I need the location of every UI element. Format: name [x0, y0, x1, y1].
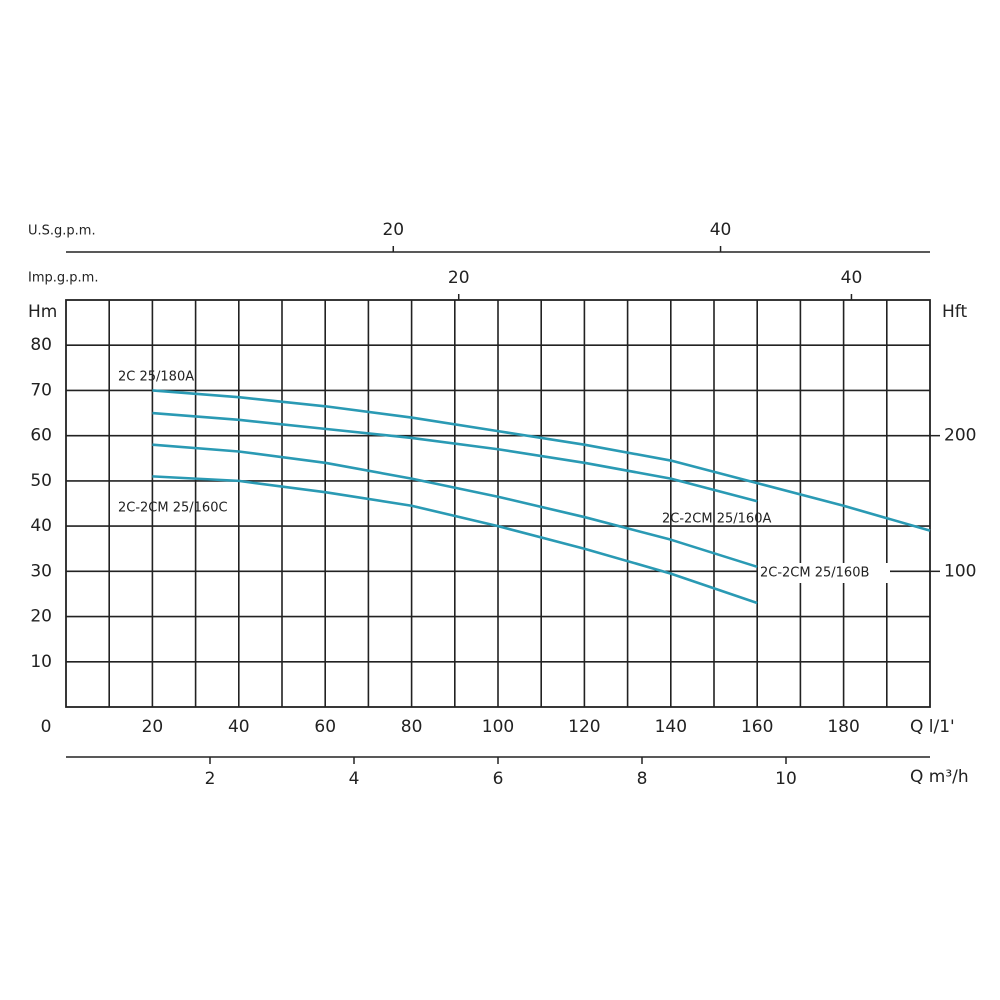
plot-frame — [65, 299, 931, 708]
y2-tick-label: 200 — [944, 426, 976, 446]
y-axis-label: Hm — [28, 302, 57, 322]
x-tick-label: 20 — [142, 717, 164, 737]
x-tick-label: 60 — [314, 717, 336, 737]
curve-label: 2C-2CM 25/160B — [760, 566, 869, 581]
curve — [152, 411, 758, 503]
y2-tick-label: 100 — [944, 561, 976, 581]
top-tick-label: 40 — [710, 220, 732, 240]
curve — [152, 443, 758, 569]
bottom-tick-label: 4 — [349, 769, 360, 789]
curve — [152, 475, 758, 605]
x-tick-label: 0 — [41, 717, 52, 737]
curve-label: 2C 25/180A — [118, 370, 194, 385]
x-axis-label: Q l/1' — [910, 717, 955, 737]
x-tick-label: 180 — [827, 717, 859, 737]
bottom-tick-label: 8 — [637, 769, 648, 789]
bottom-axis-label: Q m³/h — [910, 767, 969, 787]
curve — [152, 389, 931, 532]
y-tick-label: 40 — [30, 516, 52, 536]
top-tick-label: 20 — [382, 220, 404, 240]
bottom-tick-label: 2 — [205, 769, 216, 789]
top-tick-label: 40 — [841, 268, 863, 288]
y-tick-label: 50 — [30, 471, 52, 491]
label-background — [758, 563, 890, 583]
y2-axis-label: Hft — [942, 302, 967, 322]
x-tick-label: 140 — [655, 717, 687, 737]
x-tick-label: 160 — [741, 717, 773, 737]
top-tick-label: 20 — [448, 268, 470, 288]
x-tick-label: 120 — [568, 717, 600, 737]
y-tick-label: 60 — [30, 426, 52, 446]
curve-label: 2C-2CM 25/160A — [662, 512, 771, 527]
y-tick-label: 70 — [30, 380, 52, 400]
y-tick-label: 30 — [30, 561, 52, 581]
curve-label: 2C-2CM 25/160C — [118, 501, 228, 516]
bottom-tick-label: 10 — [775, 769, 797, 789]
x-tick-label: 40 — [228, 717, 250, 737]
y-tick-label: 10 — [30, 652, 52, 672]
y-tick-label: 80 — [30, 335, 52, 355]
top-axis-label: U.S.g.p.m. — [28, 224, 96, 239]
top-axis-label: Imp.g.p.m. — [28, 271, 98, 286]
x-tick-label: 100 — [482, 717, 514, 737]
y-tick-label: 20 — [30, 607, 52, 627]
x-tick-label: 80 — [401, 717, 423, 737]
bottom-tick-label: 6 — [493, 769, 504, 789]
